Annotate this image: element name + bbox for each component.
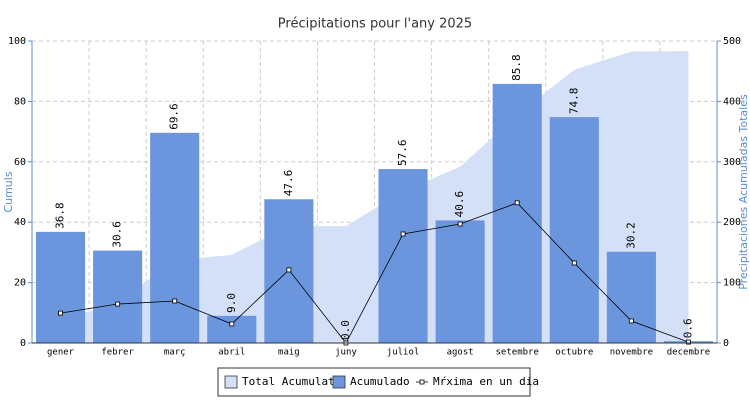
x-tick-label: agost	[447, 348, 474, 358]
x-tick-label: abril	[218, 348, 245, 358]
value-label: 36.8	[54, 202, 67, 229]
marker	[514, 200, 520, 206]
y-tick-label: 80	[14, 96, 26, 107]
marker	[457, 221, 463, 227]
y2-tick-label: 0	[723, 338, 729, 349]
value-label: 30.2	[624, 222, 637, 249]
x-tick-label: novembre	[610, 348, 653, 358]
value-label: 74.8	[567, 88, 580, 115]
x-tick-label: decembre	[667, 348, 710, 358]
marker	[686, 339, 691, 345]
bar	[93, 250, 143, 343]
y2-tick-label: 200	[723, 217, 741, 228]
x-tick-label: gener	[47, 348, 75, 358]
legend-label: Total Acumulat	[242, 375, 335, 388]
marker	[400, 231, 406, 237]
legend-swatch	[332, 375, 346, 389]
bar	[35, 231, 86, 343]
marker	[628, 318, 634, 324]
y2-tick-label: 300	[723, 157, 741, 168]
value-label: 40.6	[453, 191, 466, 218]
bar	[606, 251, 656, 343]
legend-marker	[419, 379, 425, 385]
y2-axis-title: Precipitaciones Acumuladas Totales	[737, 94, 750, 290]
value-label: 9.0	[225, 293, 238, 313]
x-tick-label: maig	[278, 348, 300, 358]
y-tick-label: 40	[14, 217, 26, 228]
x-tick-label: juliol	[387, 348, 420, 358]
y2-tick-label: 500	[723, 36, 741, 47]
y-axis-title: Cumuls	[2, 171, 15, 212]
marker	[286, 267, 292, 273]
marker	[229, 321, 235, 327]
bar	[150, 132, 200, 343]
bar	[549, 117, 599, 343]
value-label: 85.8	[510, 54, 523, 81]
x-tick-label: febrer	[101, 348, 134, 358]
bar	[492, 83, 542, 343]
value-label: 0.0	[339, 320, 352, 340]
x-tick-label: juny	[335, 348, 357, 358]
bar	[378, 169, 428, 343]
value-label: 57.6	[396, 140, 409, 167]
bar	[207, 315, 257, 343]
marker	[571, 260, 577, 266]
value-label: 47.6	[282, 170, 295, 197]
legend-label: Mŕxima en un dia	[433, 375, 539, 388]
marker	[115, 301, 121, 307]
legend-swatch	[224, 375, 238, 389]
value-label: 0.6	[681, 318, 694, 338]
y-tick-label: 20	[14, 278, 26, 289]
x-tick-label: setembre	[496, 348, 539, 358]
marker	[172, 298, 178, 304]
x-tick-label: octubre	[555, 348, 593, 358]
x-tick-label: març	[164, 348, 186, 358]
marker	[58, 310, 63, 316]
y2-tick-label: 100	[723, 278, 741, 289]
y-tick-label: 0	[20, 338, 26, 349]
line	[60, 202, 689, 344]
y-tick-label: 100	[8, 36, 26, 47]
legend-box	[217, 367, 531, 397]
legend-label: Acumulado	[350, 375, 410, 388]
value-label: 69.6	[168, 103, 181, 130]
y2-tick-label: 400	[723, 96, 741, 107]
chart-title: Précipitations pour l'any 2025	[278, 17, 472, 32]
value-label: 30.6	[111, 221, 124, 248]
y-tick-label: 60	[14, 157, 26, 168]
bar	[435, 220, 485, 343]
